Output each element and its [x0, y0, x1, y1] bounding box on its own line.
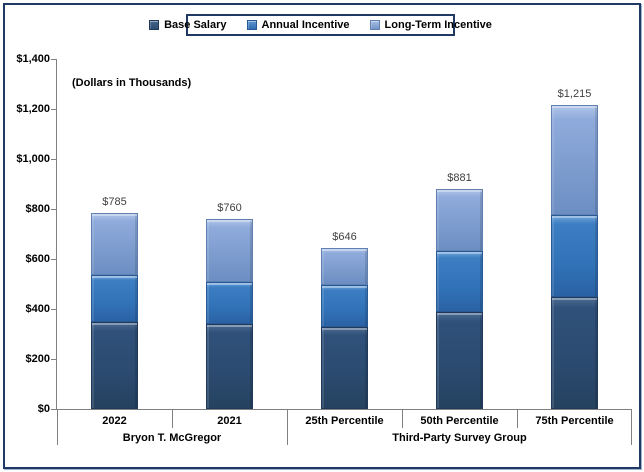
category-label: 75th Percentile	[535, 415, 614, 427]
legend-item: Annual Incentive	[246, 19, 350, 31]
legend-swatch-icon	[246, 20, 257, 30]
y-axis-tick	[51, 309, 56, 310]
bar-segment-long-term-incentive	[91, 212, 138, 276]
category-label: 25th Percentile	[305, 415, 384, 427]
y-axis-tick	[51, 209, 56, 210]
y-axis-tick-label: $1,200	[16, 103, 50, 115]
units-annotation: (Dollars in Thousands)	[72, 77, 192, 89]
y-axis-tick	[51, 359, 56, 360]
y-axis-tick	[51, 409, 56, 410]
bar-segment-base-salary	[436, 311, 483, 409]
bar-segment-annual-incentive	[91, 275, 138, 322]
y-axis-tick-label: $400	[25, 303, 50, 315]
group-separator-line	[631, 409, 632, 445]
category-group-label: Third-Party Survey Group	[392, 432, 527, 444]
group-separator-line	[287, 409, 288, 445]
bar-segment-annual-incentive	[551, 215, 598, 297]
bar-segment-long-term-incentive	[321, 247, 368, 285]
y-axis-tick-label: $200	[25, 353, 50, 365]
y-axis-tick-label: $0	[37, 403, 50, 415]
legend: Base Salary Annual Incentive Long-Term Inc…	[149, 14, 492, 36]
bar-segment-long-term-incentive	[436, 188, 483, 251]
category-label: 2022	[102, 415, 127, 427]
category-separator-line	[517, 409, 518, 428]
bar-total-label: $785	[102, 195, 127, 208]
legend-item: Long-Term Incentive	[369, 19, 492, 31]
bar-segment-base-salary	[321, 327, 368, 409]
y-axis-tick	[51, 159, 56, 160]
y-axis-tick-label: $800	[25, 203, 50, 215]
category-separator-line	[402, 409, 403, 428]
bar-segment-base-salary	[551, 296, 598, 409]
legend-label: Base Salary	[164, 19, 227, 31]
bar-segment-long-term-incentive	[551, 105, 598, 216]
bar-segment-annual-incentive	[321, 285, 368, 327]
bar-segment-long-term-incentive	[206, 219, 253, 282]
y-axis-tick	[51, 59, 56, 60]
y-axis-tick	[51, 109, 56, 110]
y-axis-tick-label: $600	[25, 253, 50, 265]
bar-total-label: $646	[332, 230, 357, 243]
category-group-label: Bryon T. McGregor	[122, 432, 222, 444]
bar-total-label: $760	[217, 202, 242, 214]
bar-segment-base-salary	[91, 321, 138, 409]
category-label: 2021	[217, 415, 242, 427]
category-separator-line	[172, 409, 173, 428]
legend-swatch-icon	[149, 20, 160, 30]
group-separator-line	[57, 409, 58, 445]
y-axis-tick	[51, 259, 56, 260]
category-label: 50th Percentile	[420, 415, 499, 427]
legend-swatch-icon	[369, 20, 380, 30]
y-axis-tick-label: $1,400	[16, 53, 50, 65]
x-axis-line	[56, 409, 632, 410]
y-axis-tick-label: $1,000	[16, 153, 50, 165]
y-axis-line	[56, 59, 57, 409]
legend-label: Long-Term Incentive	[384, 19, 492, 31]
bar-total-label: $1,215	[557, 88, 592, 101]
legend-item: Base Salary	[149, 19, 227, 31]
bar-segment-annual-incentive	[436, 250, 483, 312]
bar-total-label: $881	[447, 171, 472, 184]
bar-segment-annual-incentive	[206, 281, 253, 324]
bar-segment-base-salary	[206, 324, 253, 409]
legend-label: Annual Incentive	[261, 19, 350, 31]
